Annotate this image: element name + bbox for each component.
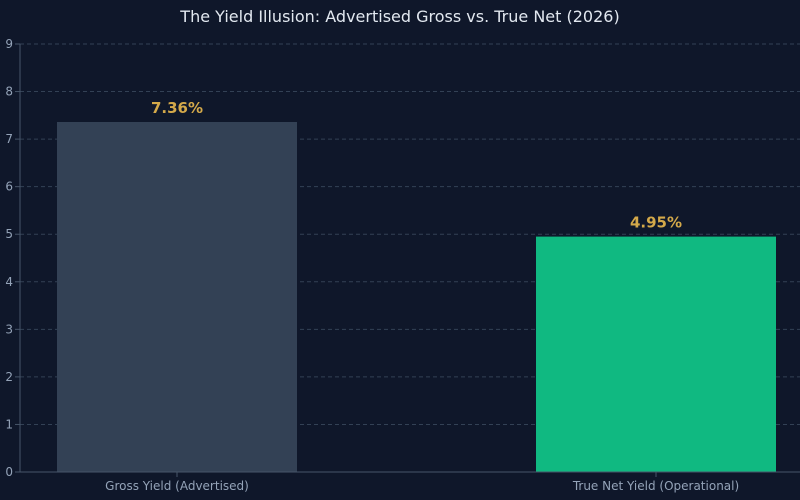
y-tick-label: 0: [5, 465, 13, 479]
bar: [57, 121, 297, 472]
data-label: 7.36%: [151, 99, 203, 117]
y-tick-label: 8: [5, 85, 13, 99]
y-tick-label: 4: [5, 275, 13, 289]
y-tick-label: 5: [5, 227, 13, 241]
x-tick-label: True Net Yield (Operational): [572, 479, 739, 493]
y-tick-label: 9: [5, 37, 13, 51]
bar: [536, 236, 776, 472]
y-tick-label: 1: [5, 417, 13, 431]
data-label: 4.95%: [630, 214, 682, 232]
bars: [57, 121, 776, 472]
y-tick-label: 6: [5, 180, 13, 194]
chart-title: The Yield Illusion: Advertised Gross vs.…: [179, 7, 619, 26]
y-tick-label: 3: [5, 322, 13, 336]
y-tick-label: 2: [5, 370, 13, 384]
y-tick-label: 7: [5, 132, 13, 146]
labels: 0 1 2 3 4 5 6 7 8 9 Gross Yield (Advertised) 7.36% T…: [5, 37, 739, 493]
x-tick-label: Gross Yield (Advertised): [105, 479, 249, 493]
axes: [15, 43, 800, 477]
